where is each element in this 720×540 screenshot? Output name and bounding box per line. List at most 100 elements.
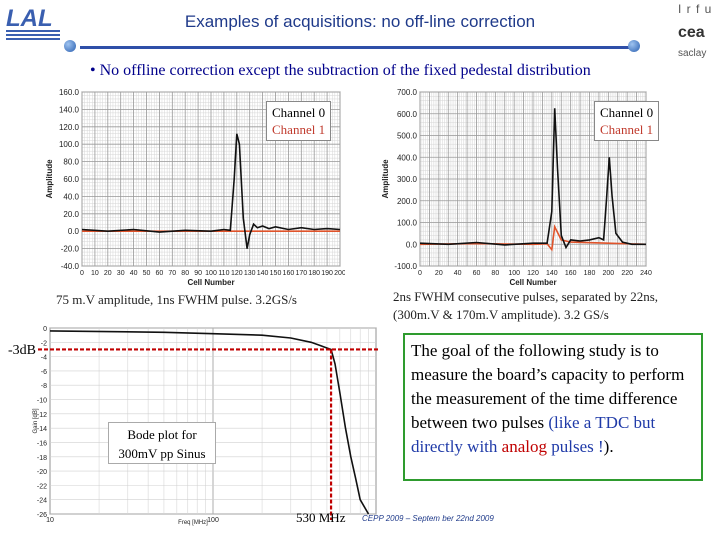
y-tick-label: 80.0 — [63, 158, 79, 167]
x-tick-label: 0 — [418, 270, 422, 277]
bullet-text: • No offline correction except the subtr… — [90, 62, 591, 79]
y-tick-label: -12 — [37, 412, 47, 419]
x-tick-label: 180 — [308, 270, 320, 277]
x-tick-label: 70 — [168, 270, 176, 277]
y-tick-label: -40.0 — [61, 262, 80, 271]
caption-right: 2ns FWHM consecutive pulses, separated b… — [393, 289, 659, 322]
rule-dot-right — [628, 40, 640, 52]
chart1-legend: Channel 0 Channel 1 — [266, 101, 332, 141]
logo-text: LAL — [6, 5, 53, 32]
legend-channel0: Channel 0 — [600, 105, 654, 120]
slide-title: Examples of acquisitions: no off-line co… — [184, 12, 536, 31]
y-tick-label: 40.0 — [63, 192, 79, 201]
x-tick-label: 60 — [473, 270, 481, 277]
minus-3db-label: -3dB — [8, 343, 36, 358]
y-tick-label: 400.0 — [397, 153, 418, 162]
y-tick-label: -22 — [37, 483, 47, 490]
x-tick-label: 150 — [270, 270, 282, 277]
y-tick-label: 600.0 — [397, 110, 418, 119]
series-line-channel-0 — [419, 108, 646, 250]
x-tick-label: 40 — [130, 270, 138, 277]
x-tick-label: 200 — [602, 270, 614, 277]
y-tick-label: 100.0 — [397, 219, 418, 228]
x-tick-label: 190 — [321, 270, 333, 277]
y-tick-label: -6 — [41, 369, 47, 376]
y-tick-label: 500.0 — [397, 132, 418, 141]
caption-left: 75 m.V amplitude, 1ns FWHM pulse. 3.2GS/… — [56, 292, 297, 307]
x-tick-label: 10 — [46, 517, 54, 524]
series-line-channel-0 — [81, 133, 341, 249]
x-axis-title: Cell Number — [187, 278, 234, 287]
y-tick-label: -14 — [37, 426, 47, 433]
x-tick-label: 20 — [104, 270, 112, 277]
y-tick-label: -2 — [41, 340, 47, 347]
goal-text-2: (like a TDC but directly with — [411, 413, 656, 456]
y-tick-label: -100.0 — [394, 262, 417, 271]
y-tick-label: 0.0 — [406, 240, 418, 249]
x-tick-label: 0 — [80, 270, 84, 277]
x-axis-title: Freq [MHz] — [178, 520, 208, 526]
goal-text-1: The goal of the following study is to me… — [411, 341, 685, 432]
x-tick-label: 130 — [244, 270, 256, 277]
x-tick-label: 100 — [207, 517, 219, 524]
x-tick-label: 40 — [454, 270, 462, 277]
x-tick-label: 160 — [565, 270, 577, 277]
y-tick-label: -20 — [37, 469, 47, 476]
y-tick-label: 0.0 — [68, 227, 80, 236]
goal-box: The goal of the following study is to me… — [403, 333, 703, 481]
x-tick-label: 220 — [621, 270, 633, 277]
y-tick-label: 300.0 — [397, 175, 418, 184]
legend-channel1: Channel 1 — [272, 122, 326, 137]
chart2-legend: Channel 0 Channel 1 — [594, 101, 660, 141]
y-tick-label: -18 — [37, 455, 47, 462]
y-tick-label: 0 — [43, 326, 47, 333]
y-tick-label: 140.0 — [59, 105, 80, 114]
y-tick-label: 200.0 — [397, 197, 418, 206]
x-tick-label: 30 — [117, 270, 125, 277]
x-axis-title: Cell Number — [509, 278, 556, 287]
y-tick-label: 100.0 — [59, 140, 80, 149]
y-tick-label: -24 — [37, 498, 47, 505]
x-tick-label: 120 — [231, 270, 243, 277]
x-tick-label: 80 — [491, 270, 499, 277]
legend-channel0: Channel 0 — [272, 105, 326, 120]
x-tick-label: 90 — [194, 270, 202, 277]
bode-label: Bode plot for 300mV pp Sinus — [108, 422, 216, 464]
footer-text: CEPP 2009 – Septem ber 22nd 2009 — [362, 514, 494, 523]
x-tick-label: 80 — [181, 270, 189, 277]
x-tick-label: 160 — [283, 270, 295, 277]
x-tick-label: 240 — [640, 270, 652, 277]
x-tick-label: 60 — [156, 270, 164, 277]
x-tick-label: 50 — [143, 270, 151, 277]
x-tick-label: 200 — [334, 270, 345, 277]
x-tick-label: 140 — [546, 270, 558, 277]
series-line-channel-1 — [419, 224, 647, 252]
y-axis-title: Amplitude — [45, 159, 54, 199]
x-tick-label: 20 — [435, 270, 443, 277]
irfu-cea-saclay-logo: I r f u cea saclay — [678, 2, 718, 66]
y-tick-label: 120.0 — [59, 123, 80, 132]
x-tick-label: 180 — [584, 270, 596, 277]
y-tick-label: -8 — [41, 383, 47, 390]
y-tick-label: -10 — [37, 398, 47, 405]
y-tick-label: 60.0 — [63, 175, 79, 184]
x-tick-label: 100 — [508, 270, 520, 277]
y-tick-label: 20.0 — [63, 210, 79, 219]
legend-channel1: Channel 1 — [600, 122, 654, 137]
y-tick-label: 160.0 — [59, 88, 80, 97]
logo-cea: cea — [678, 24, 705, 41]
x-tick-label: 120 — [527, 270, 539, 277]
x-tick-label: 100 — [205, 270, 217, 277]
y-tick-label: -26 — [37, 512, 47, 519]
y-axis-title: Amplitude — [381, 159, 390, 199]
lal-logo: LAL — [6, 5, 60, 40]
title-rule — [80, 46, 630, 49]
rule-dot-left — [64, 40, 76, 52]
y-tick-label: -16 — [37, 440, 47, 447]
x-tick-label: 140 — [257, 270, 269, 277]
y-tick-label: 700.0 — [397, 88, 418, 97]
goal-text-3: analog — [501, 437, 547, 456]
freq-530-label: 530 MHz — [296, 510, 346, 525]
x-tick-label: 170 — [295, 270, 307, 277]
x-tick-label: 10 — [91, 270, 99, 277]
